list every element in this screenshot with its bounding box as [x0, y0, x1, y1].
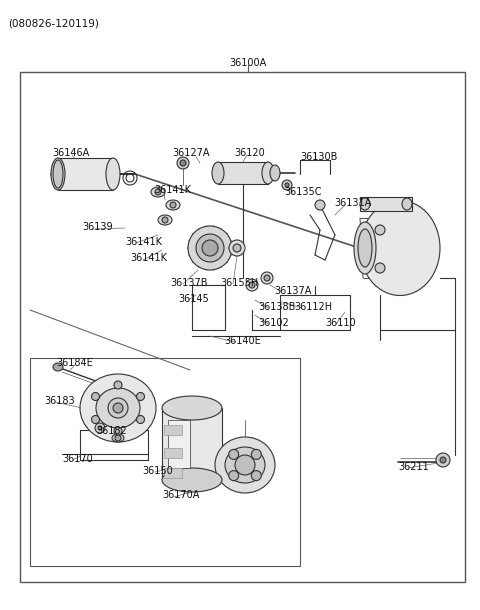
Text: 36127A: 36127A [172, 148, 209, 158]
Ellipse shape [264, 275, 270, 281]
Bar [164, 425, 182, 435]
Ellipse shape [114, 388, 120, 394]
Ellipse shape [158, 215, 172, 225]
Bar [360, 197, 412, 211]
Ellipse shape [228, 450, 239, 459]
Ellipse shape [162, 468, 222, 492]
Text: 36100A: 36100A [229, 58, 266, 68]
Ellipse shape [402, 198, 412, 210]
Ellipse shape [212, 162, 224, 184]
Ellipse shape [162, 396, 222, 420]
Text: 36150: 36150 [142, 466, 173, 476]
Ellipse shape [92, 392, 99, 401]
Text: 36170A: 36170A [162, 490, 199, 500]
Ellipse shape [51, 158, 65, 190]
Text: 36112H: 36112H [294, 302, 332, 312]
Bar [168, 420, 190, 468]
Bar [218, 162, 268, 184]
Text: 36141K: 36141K [125, 237, 162, 247]
Ellipse shape [440, 457, 446, 463]
Text: 36146A: 36146A [52, 148, 89, 158]
Ellipse shape [261, 272, 273, 284]
Text: 36110: 36110 [325, 318, 356, 328]
Ellipse shape [114, 427, 122, 435]
Text: 36135C: 36135C [284, 187, 322, 197]
Ellipse shape [136, 415, 144, 423]
Ellipse shape [53, 363, 63, 371]
Ellipse shape [202, 240, 218, 256]
Ellipse shape [270, 165, 280, 181]
Text: 36182: 36182 [96, 426, 127, 436]
Text: 36102: 36102 [258, 318, 289, 328]
Bar [164, 448, 182, 458]
Ellipse shape [360, 201, 440, 295]
Ellipse shape [136, 392, 144, 401]
Ellipse shape [98, 426, 102, 430]
Ellipse shape [358, 229, 372, 267]
Ellipse shape [229, 240, 245, 256]
Ellipse shape [252, 450, 261, 459]
Ellipse shape [282, 180, 292, 190]
Ellipse shape [180, 160, 186, 166]
Text: (080826-120119): (080826-120119) [8, 18, 99, 28]
Ellipse shape [360, 198, 370, 210]
Ellipse shape [95, 423, 105, 433]
Ellipse shape [252, 470, 261, 481]
Ellipse shape [53, 160, 63, 188]
Ellipse shape [155, 189, 161, 195]
Text: 36211: 36211 [398, 462, 429, 472]
Ellipse shape [375, 263, 385, 273]
Text: 36139: 36139 [82, 222, 113, 232]
Text: 36137A: 36137A [274, 286, 312, 296]
Ellipse shape [235, 455, 255, 475]
Bar [162, 408, 222, 480]
Ellipse shape [436, 453, 450, 467]
Ellipse shape [166, 200, 180, 210]
Ellipse shape [92, 415, 99, 423]
Ellipse shape [162, 217, 168, 223]
Ellipse shape [108, 398, 128, 418]
Ellipse shape [114, 381, 122, 389]
Ellipse shape [315, 200, 325, 210]
Text: 36138B: 36138B [258, 302, 295, 312]
Ellipse shape [354, 222, 376, 274]
Text: 36131A: 36131A [334, 198, 371, 208]
Ellipse shape [233, 244, 241, 252]
Text: 36170: 36170 [62, 454, 93, 464]
Bar [30, 358, 300, 566]
Ellipse shape [115, 435, 121, 441]
Ellipse shape [112, 434, 124, 442]
Text: 36130B: 36130B [300, 152, 337, 162]
Ellipse shape [215, 437, 275, 493]
Ellipse shape [96, 388, 140, 428]
Ellipse shape [151, 187, 165, 197]
Ellipse shape [262, 162, 274, 184]
Ellipse shape [375, 225, 385, 235]
Text: 36141K: 36141K [154, 185, 191, 195]
Bar [164, 468, 182, 478]
Ellipse shape [80, 374, 156, 442]
Ellipse shape [285, 183, 289, 187]
Ellipse shape [188, 226, 232, 270]
Ellipse shape [113, 403, 123, 413]
Ellipse shape [177, 157, 189, 169]
Text: 36120: 36120 [234, 148, 265, 158]
Text: 36141K: 36141K [130, 253, 167, 263]
Bar [58, 158, 113, 190]
Ellipse shape [228, 470, 239, 481]
Ellipse shape [170, 202, 176, 208]
Ellipse shape [196, 234, 224, 262]
Text: 36145: 36145 [178, 294, 209, 304]
Ellipse shape [246, 279, 258, 291]
Text: 36140E: 36140E [224, 336, 261, 346]
Text: 36184E: 36184E [56, 358, 93, 368]
Text: 36137B: 36137B [170, 278, 207, 288]
Ellipse shape [249, 282, 255, 288]
Ellipse shape [106, 158, 120, 190]
Bar [20, 72, 465, 582]
Text: 36183: 36183 [44, 396, 74, 406]
Ellipse shape [225, 447, 265, 483]
Text: 36155H: 36155H [220, 278, 258, 288]
